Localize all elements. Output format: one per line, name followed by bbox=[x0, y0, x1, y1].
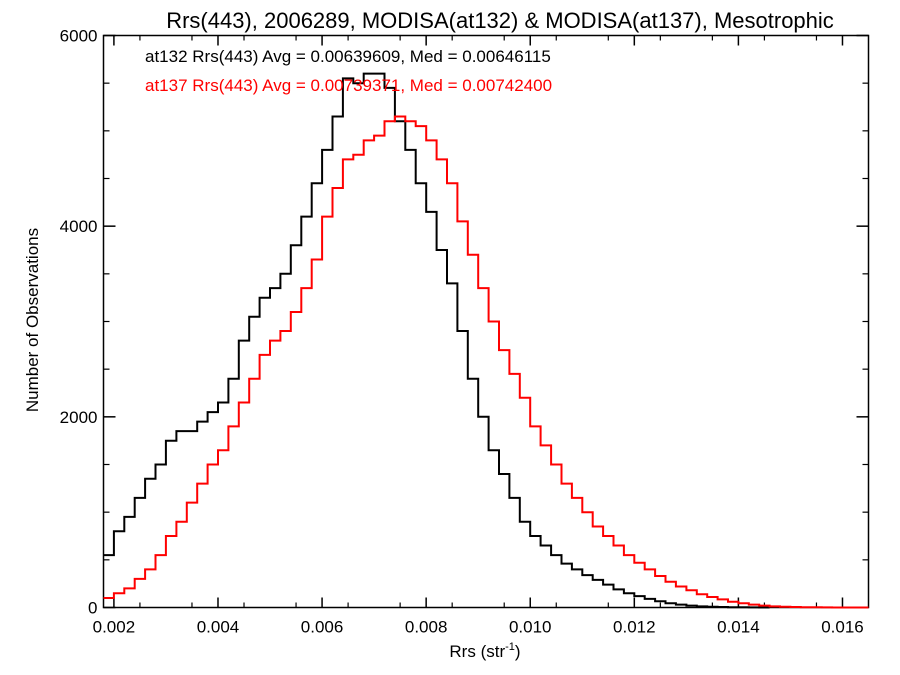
x-tick-label: 0.016 bbox=[821, 618, 864, 637]
plot-frame bbox=[102, 34, 870, 609]
series-line-1 bbox=[103, 72, 770, 609]
x-tick-label: 0.002 bbox=[93, 618, 136, 637]
y-tick-label: 0 bbox=[88, 599, 97, 618]
x-axis-label-superscript: -1 bbox=[505, 641, 515, 653]
x-tick-label: 0.014 bbox=[717, 618, 760, 637]
y-tick-label: 6000 bbox=[60, 27, 98, 46]
annotation-at132: at132 Rrs(443) Avg = 0.00639609, Med = 0… bbox=[145, 47, 551, 66]
x-tick-label: 0.010 bbox=[509, 618, 552, 637]
y-axis-label: Number of Observations bbox=[23, 228, 42, 412]
y-axis: 0 2000 4000 6000 bbox=[60, 27, 869, 618]
x-axis-label-main: Rrs (str bbox=[449, 642, 505, 661]
x-tick-label: 0.008 bbox=[405, 618, 448, 637]
x-axis-label: Rrs (str-1) bbox=[449, 641, 520, 661]
x-axis-label-close: ) bbox=[515, 642, 521, 661]
x-tick-label: 0.006 bbox=[301, 618, 344, 637]
x-tick-label: 0.012 bbox=[613, 618, 656, 637]
y-tick-label: 2000 bbox=[60, 408, 98, 427]
x-axis: 0.002 0.004 0.006 0.008 0.010 0.012 0.014 0.016 bbox=[93, 35, 864, 637]
series-group bbox=[103, 72, 869, 609]
x-tick-label: 0.004 bbox=[197, 618, 240, 637]
annotation-at137: at137 Rrs(443) Avg = 0.00739371, Med = 0… bbox=[145, 76, 552, 95]
chart-title: Rrs(443), 2006289, MODISA(at132) & MODIS… bbox=[166, 8, 834, 33]
y-tick-label: 4000 bbox=[60, 217, 98, 236]
series-line-2 bbox=[103, 115, 869, 609]
